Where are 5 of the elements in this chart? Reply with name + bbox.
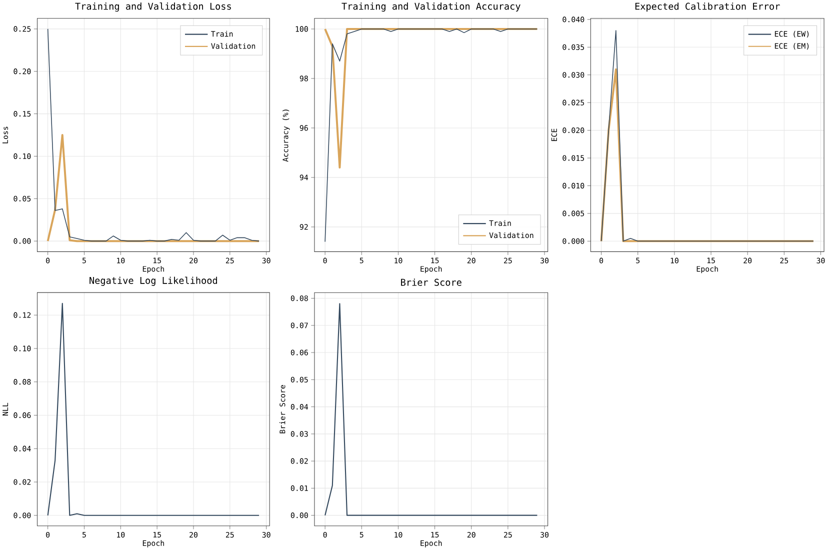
chart-title: Training and Validation Accuracy (342, 2, 520, 12)
chart-title: Negative Log Likelihood (90, 276, 217, 286)
chart-title: Expected Calibration Error (635, 2, 780, 12)
chart-title: Brier Score (401, 278, 462, 286)
chart-title: Training and Validation Loss (75, 2, 231, 12)
